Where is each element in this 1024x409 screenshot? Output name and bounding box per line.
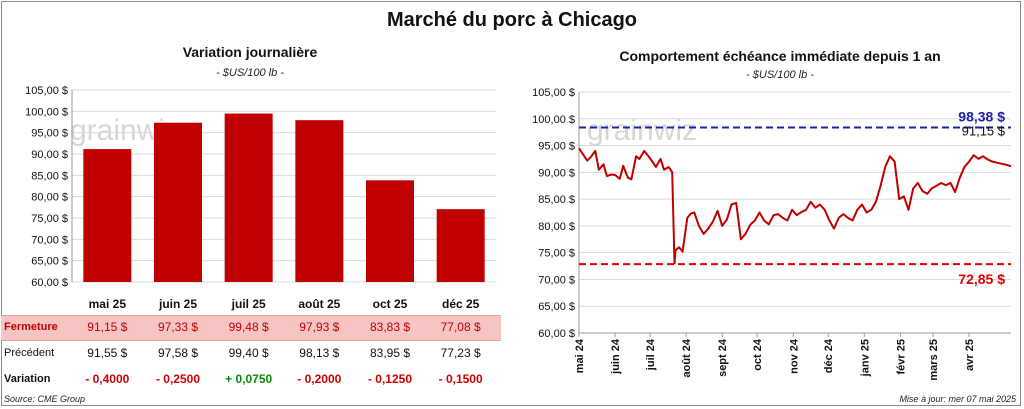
bar <box>224 113 273 282</box>
precedent-row-label: Précédent <box>4 347 55 359</box>
precedent-cell: 83,95 $ <box>369 346 411 360</box>
variation-row-label: Variation <box>4 373 51 385</box>
max-value-label: 98,38 $ <box>958 108 1005 124</box>
precedent-cell: 98,13 $ <box>299 346 340 360</box>
variation-cell: + 0,0750 <box>225 372 273 386</box>
x-tick-label: sept 24 <box>717 338 729 377</box>
bar <box>366 180 414 282</box>
y-tick-label: 75,00 $ <box>31 213 68 225</box>
x-tick-label: janv 25 <box>859 339 871 377</box>
y-tick-label: 80,00 $ <box>538 221 575 233</box>
fermeture-cell: 77,08 $ <box>440 320 481 334</box>
fermeture-row-label: Fermeture <box>4 321 58 333</box>
price-series-line <box>578 147 1012 265</box>
x-tick-label: oct 25 <box>373 297 408 311</box>
x-tick-label: oct 24 <box>752 338 764 371</box>
y-tick-label: 60,00 $ <box>538 328 575 340</box>
fermeture-cell: 97,93 $ <box>299 320 340 334</box>
y-tick-label: 105,00 $ <box>532 87 575 99</box>
x-tick-label: mai 24 <box>574 338 586 373</box>
precedent-cell: 99,40 $ <box>228 346 269 360</box>
y-tick-label: 85,00 $ <box>31 170 68 182</box>
x-tick-label: déc 24 <box>823 338 835 373</box>
x-tick-label: mai 25 <box>89 297 127 311</box>
right-chart-subtitle: Comportement échéance immédiate depuis 1… <box>619 48 941 64</box>
x-tick-label: juil 24 <box>645 338 657 371</box>
min-value-label: 72,85 $ <box>958 271 1005 287</box>
fermeture-row-band <box>1 315 501 341</box>
variation-cell: - 0,2500 <box>155 372 201 386</box>
fermeture-cell: 83,83 $ <box>369 320 411 334</box>
bar <box>436 209 485 282</box>
variation-cell: - 0,1250 <box>367 372 413 386</box>
source-note: Source: CME Group <box>4 394 86 404</box>
bar <box>295 120 344 282</box>
left-chart-unit: - $US/100 lb - <box>216 67 284 79</box>
x-tick-label: juil 25 <box>231 297 266 311</box>
watermark-text: grainwiz <box>587 114 697 147</box>
y-tick-label: 60,00 $ <box>31 277 68 289</box>
y-tick-label: 100,00 $ <box>532 114 575 126</box>
y-tick-label: 65,00 $ <box>538 301 575 313</box>
y-tick-label: 95,00 $ <box>31 128 68 140</box>
variation-cell: - 0,4000 <box>85 372 130 386</box>
precedent-cell: 97,58 $ <box>157 346 199 360</box>
x-tick-label: avr 25 <box>964 339 976 371</box>
fermeture-cell: 97,33 $ <box>157 320 199 334</box>
variation-cell: - 0,2000 <box>297 372 342 386</box>
x-tick-label: août 24 <box>681 338 693 377</box>
bar <box>83 149 132 282</box>
x-tick-label: mars 25 <box>928 339 940 381</box>
x-tick-label: déc 25 <box>442 297 480 311</box>
page-title: Marché du porc à Chicago <box>386 9 638 31</box>
update-note: Mise à jour: mer 07 mai 2025 <box>899 394 1016 404</box>
y-tick-label: 95,00 $ <box>538 141 575 153</box>
fermeture-cell: 91,15 $ <box>87 320 128 334</box>
right-chart-unit: - $US/100 lb - <box>746 69 814 81</box>
last-value-label: 91,15 $ <box>962 123 1006 138</box>
precedent-cell: 77,23 $ <box>440 346 481 360</box>
left-chart-subtitle: Variation journalière <box>182 44 318 60</box>
x-tick-label: juin 25 <box>158 297 197 311</box>
variation-cell: - 0,1500 <box>438 372 483 386</box>
y-tick-label: 70,00 $ <box>31 234 68 246</box>
fermeture-cell: 99,48 $ <box>228 320 269 334</box>
y-tick-label: 90,00 $ <box>538 167 575 179</box>
x-tick-label: févr 25 <box>895 339 907 374</box>
y-tick-label: 100,00 $ <box>25 106 68 118</box>
y-tick-label: 105,00 $ <box>25 85 68 97</box>
y-tick-label: 85,00 $ <box>538 194 575 206</box>
x-tick-label: août 25 <box>298 297 340 311</box>
y-tick-label: 80,00 $ <box>31 192 68 204</box>
line-chart: grainwiz 60,00 $ 65,00 $ 70,00 $ 75,00 $ 80,0… <box>532 87 1012 381</box>
x-tick-label: nov 24 <box>788 338 800 374</box>
precedent-cell: 91,55 $ <box>87 346 128 360</box>
y-tick-label: 70,00 $ <box>538 274 575 286</box>
y-tick-label: 75,00 $ <box>538 248 575 260</box>
y-tick-label: 65,00 $ <box>31 256 68 268</box>
y-tick-label: 90,00 $ <box>31 149 68 161</box>
x-tick-label: juin 24 <box>610 338 622 375</box>
bar <box>154 122 202 282</box>
